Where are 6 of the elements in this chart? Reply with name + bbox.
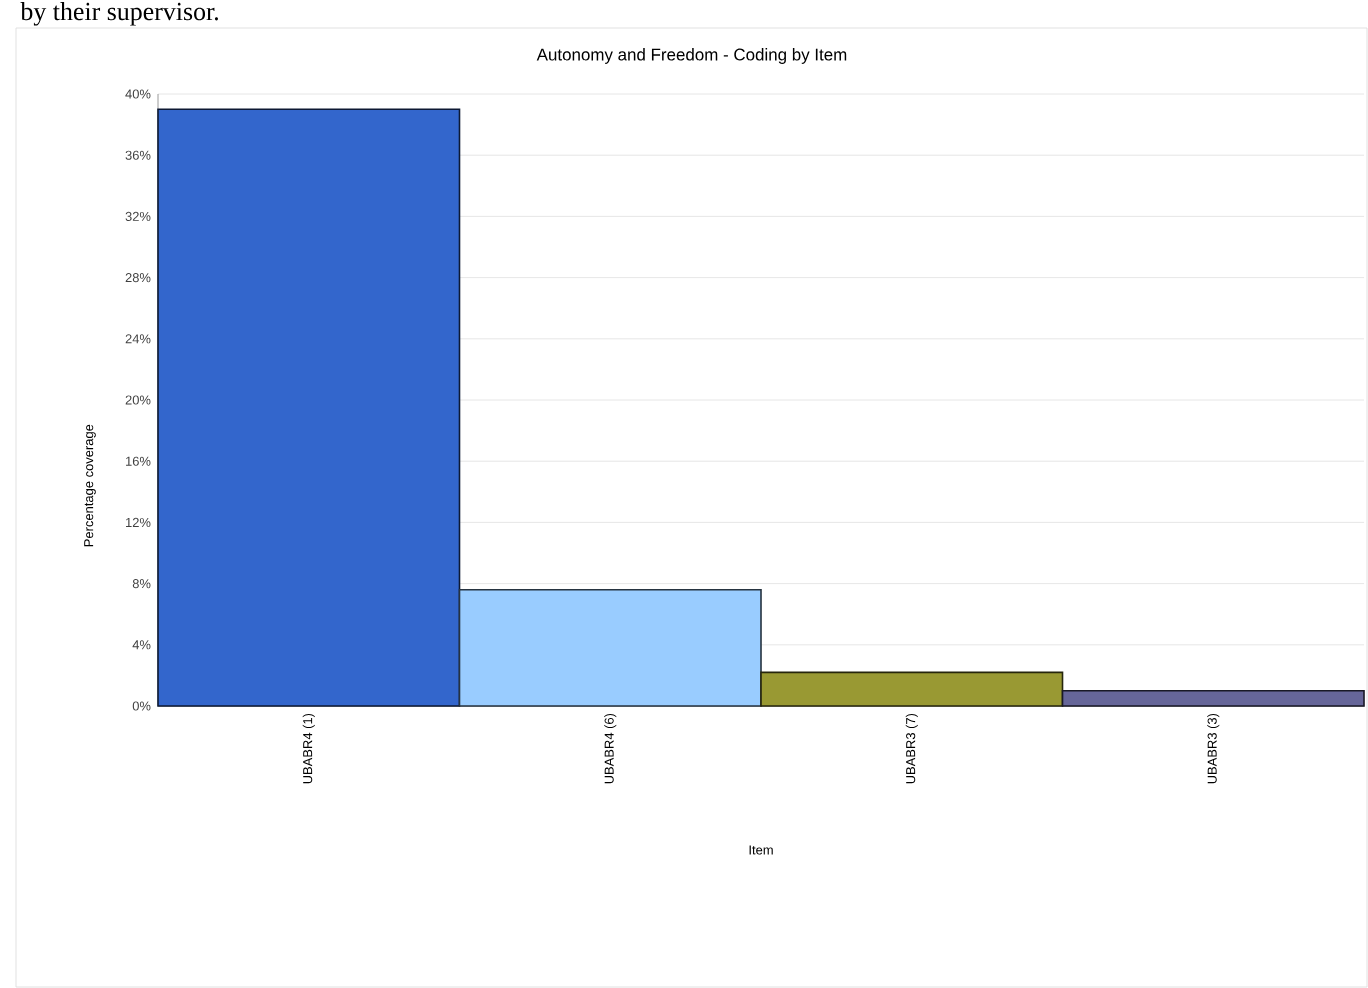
bar — [1061, 689, 1365, 707]
chart-title: Autonomy and Freedom - Coding by Item — [536, 48, 847, 64]
bar — [760, 671, 1064, 707]
bar — [157, 108, 461, 707]
bar — [458, 588, 762, 707]
text: by their supervisor. — [20, 2, 218, 26]
